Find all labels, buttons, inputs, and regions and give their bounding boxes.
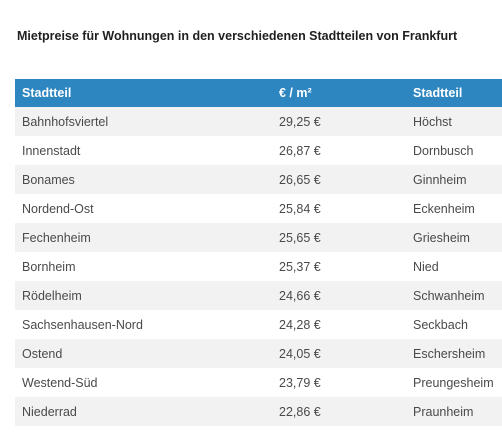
cell-district: Rödelheim [22,288,82,303]
table-row: Ostend 24,05 € Eschersheim [15,339,502,368]
table-row: Bahnhofsviertel 29,25 € Höchst [15,107,502,136]
cell-district-2: Griesheim [413,230,470,245]
cell-district-2: Dornbusch [413,143,474,158]
cell-district-2: Praunheim [413,404,474,419]
table-row: Niederrad 22,86 € Praunheim [15,397,502,426]
table-row: Fechenheim 25,65 € Griesheim [15,223,502,252]
header-district: Stadtteil [22,86,72,100]
cell-district: Ostend [22,346,63,361]
cell-district-2: Eckenheim [413,201,475,216]
cell-district: Nordend-Ost [22,201,94,216]
cell-district: Bornheim [22,259,76,274]
cell-district-2: Höchst [413,114,452,129]
table-row: Sachsenhausen-Nord 24,28 € Seckbach [15,310,502,339]
cell-price: 29,25 € [279,114,321,129]
cell-price: 22,86 € [279,404,321,419]
cell-price: 26,87 € [279,143,321,158]
rent-price-table: Stadtteil € / m² Stadtteil Bahnhofsviert… [15,79,502,426]
cell-price: 25,65 € [279,230,321,245]
cell-district: Fechenheim [22,230,91,245]
table-row: Innenstadt 26,87 € Dornbusch [15,136,502,165]
cell-district: Bonames [22,172,75,187]
table-row: Rödelheim 24,66 € Schwanheim [15,281,502,310]
header-price-per-sqm: € / m² [279,86,312,100]
cell-district: Bahnhofsviertel [22,114,109,129]
cell-district-2: Ginnheim [413,172,467,187]
cell-price: 23,79 € [279,375,321,390]
cell-price: 24,28 € [279,317,321,332]
cell-price: 25,37 € [279,259,321,274]
cell-price: 24,05 € [279,346,321,361]
table-header-row: Stadtteil € / m² Stadtteil [15,79,502,107]
page-title: Mietpreise für Wohnungen in den verschie… [17,29,458,43]
table-row: Westend-Süd 23,79 € Preungesheim [15,368,502,397]
header-district-2: Stadtteil [413,86,463,100]
cell-district: Sachsenhausen-Nord [22,317,143,332]
cell-price: 26,65 € [279,172,321,187]
cell-district: Westend-Süd [22,375,98,390]
cell-district-2: Eschersheim [413,346,486,361]
cell-price: 24,66 € [279,288,321,303]
cell-price: 25,84 € [279,201,321,216]
cell-district: Innenstadt [22,143,81,158]
cell-district-2: Nied [413,259,439,274]
table-row: Nordend-Ost 25,84 € Eckenheim [15,194,502,223]
cell-district-2: Preungesheim [413,375,494,390]
table-row: Bornheim 25,37 € Nied [15,252,502,281]
table-row: Bonames 26,65 € Ginnheim [15,165,502,194]
table-body: Bahnhofsviertel 29,25 € Höchst Innenstadt 26… [15,107,502,426]
cell-district-2: Seckbach [413,317,468,332]
cell-district-2: Schwanheim [413,288,485,303]
cell-district: Niederrad [22,404,77,419]
